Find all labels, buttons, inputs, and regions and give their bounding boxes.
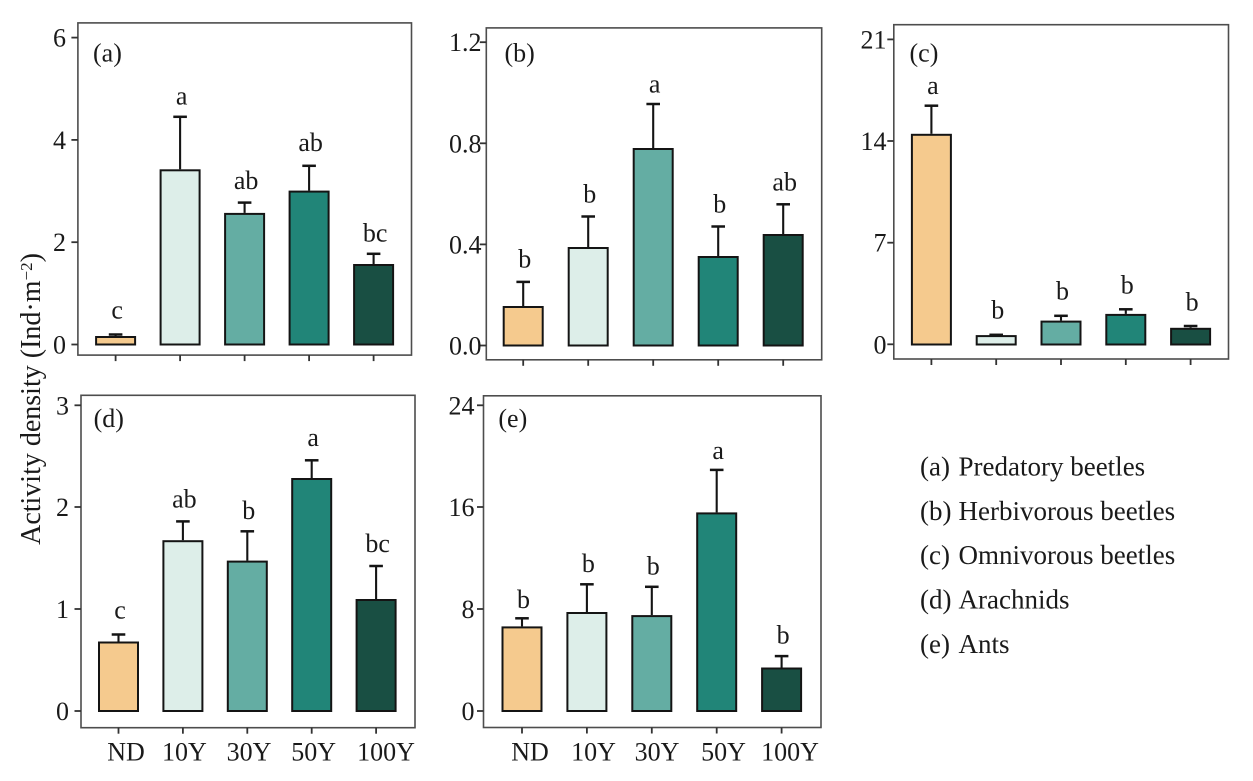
svg-text:(b): (b) [505, 39, 535, 68]
svg-text:bc: bc [363, 218, 388, 247]
svg-text:(d): (d) [920, 585, 951, 615]
svg-text:b: b [1186, 288, 1199, 317]
svg-text:0: 0 [53, 331, 66, 360]
svg-text:2: 2 [53, 228, 66, 257]
svg-text:8: 8 [462, 595, 475, 624]
svg-text:b: b [647, 551, 660, 580]
svg-text:b: b [713, 190, 726, 219]
svg-text:ab: ab [234, 166, 259, 195]
svg-text:ND: ND [511, 738, 549, 767]
svg-text:50Y: 50Y [701, 738, 746, 767]
svg-text:14: 14 [861, 127, 887, 156]
svg-text:c: c [114, 596, 126, 625]
svg-text:b: b [242, 496, 255, 525]
svg-text:(a): (a) [93, 39, 122, 68]
svg-text:b: b [1121, 271, 1134, 300]
svg-text:a: a [927, 71, 939, 100]
svg-text:b: b [517, 585, 530, 614]
svg-text:21: 21 [861, 25, 887, 54]
svg-text:100Y: 100Y [761, 738, 819, 767]
svg-text:ab: ab [298, 128, 323, 157]
svg-text:16: 16 [449, 493, 475, 522]
svg-text:ab: ab [172, 485, 197, 514]
svg-text:bc: bc [365, 529, 390, 558]
svg-text:0: 0 [56, 697, 69, 726]
svg-text:1.2: 1.2 [449, 28, 482, 57]
svg-text:ND: ND [107, 738, 145, 767]
svg-text:30Y: 30Y [227, 738, 272, 767]
svg-text:10Y: 10Y [571, 738, 616, 767]
svg-text:Herbivorous beetles: Herbivorous beetles [959, 496, 1176, 526]
svg-text:a: a [176, 81, 188, 110]
svg-text:7: 7 [874, 229, 887, 258]
svg-text:ab: ab [772, 167, 797, 196]
svg-text:30Y: 30Y [635, 738, 680, 767]
svg-text:a: a [649, 70, 661, 99]
svg-text:(e): (e) [920, 629, 950, 659]
svg-text:2: 2 [56, 493, 69, 522]
svg-text:(d): (d) [94, 404, 124, 433]
svg-text:a: a [712, 436, 724, 465]
svg-text:50Y: 50Y [291, 738, 336, 767]
svg-text:b: b [583, 180, 596, 209]
svg-text:0.8: 0.8 [449, 129, 482, 158]
svg-text:b: b [1056, 277, 1069, 306]
svg-text:(a): (a) [920, 452, 950, 482]
svg-text:Omnivorous beetles: Omnivorous beetles [959, 540, 1176, 570]
svg-text:0.4: 0.4 [449, 230, 482, 259]
svg-text:10Y: 10Y [162, 738, 207, 767]
svg-text:b: b [777, 621, 790, 650]
svg-text:4: 4 [53, 126, 66, 155]
svg-text:(c): (c) [920, 540, 950, 570]
svg-text:b: b [582, 549, 595, 578]
svg-text:3: 3 [56, 391, 69, 420]
svg-text:24: 24 [449, 391, 475, 420]
svg-text:(b): (b) [920, 496, 951, 526]
svg-text:Ants: Ants [959, 629, 1010, 659]
svg-text:6: 6 [53, 24, 66, 53]
svg-text:0.0: 0.0 [449, 332, 482, 361]
svg-text:Activity density (Ind·m−2): Activity density (Ind·m−2) [16, 253, 47, 545]
svg-text:b: b [991, 296, 1004, 325]
svg-text:a: a [307, 423, 319, 452]
svg-text:100Y: 100Y [357, 738, 415, 767]
svg-text:b: b [518, 245, 531, 274]
svg-text:Predatory beetles: Predatory beetles [959, 452, 1146, 482]
svg-text:Arachnids: Arachnids [959, 585, 1070, 615]
svg-text:c: c [111, 296, 123, 325]
svg-text:(e): (e) [498, 404, 527, 433]
svg-text:0: 0 [874, 330, 887, 359]
svg-text:(c): (c) [910, 39, 939, 68]
svg-text:0: 0 [462, 697, 475, 726]
svg-text:1: 1 [56, 595, 69, 624]
